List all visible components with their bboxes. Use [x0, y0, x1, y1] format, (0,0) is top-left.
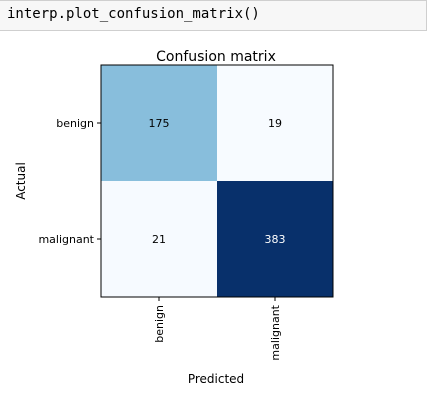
cell-value-label: 175	[149, 117, 170, 130]
y-axis-label: Actual	[14, 162, 28, 200]
heatmap-cell	[217, 181, 333, 297]
x-tick-label: benign	[153, 305, 166, 343]
confusion-matrix-chart: Confusion matrix 175 19 21 383 benign malign…	[14, 49, 334, 386]
heatmap-cells: 175 19 21 383	[101, 65, 333, 297]
code-text: interp.plot_confusion_matrix()	[7, 6, 260, 22]
x-axis-label: Predicted	[188, 372, 244, 386]
cell-value-label: 21	[152, 233, 166, 246]
chart-title: Confusion matrix	[156, 49, 276, 65]
heatmap-cell	[101, 65, 217, 181]
y-tick-label: benign	[56, 117, 94, 130]
heatmap-cell	[217, 65, 333, 181]
cell-value-label: 19	[268, 117, 282, 130]
code-cell[interactable]: interp.plot_confusion_matrix()	[0, 0, 427, 31]
cell-value-label: 383	[265, 233, 286, 246]
heatmap-cell	[101, 181, 217, 297]
y-tick-label: malignant	[38, 233, 94, 246]
plot-frame	[100, 64, 334, 298]
axis-ticks: benign malignant benign malignant	[38, 117, 282, 361]
x-tick-label: malignant	[269, 304, 282, 360]
